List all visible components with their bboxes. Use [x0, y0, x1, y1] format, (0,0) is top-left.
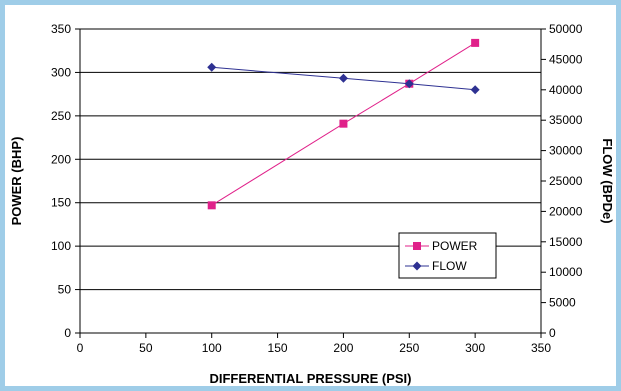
x-tick-label: 300 — [465, 341, 485, 355]
x-axis-title: DIFFERENTIAL PRESSURE (PSI) — [209, 371, 411, 386]
right-y-tick-label: 20000 — [549, 204, 583, 218]
legend: POWER FLOW — [398, 232, 497, 279]
right-y-tick-label: 30000 — [549, 144, 583, 158]
flow-point — [207, 62, 217, 72]
right-y-tick-label: 15000 — [549, 235, 583, 249]
right-y-tick-label: 0 — [549, 326, 556, 340]
power-point — [207, 201, 216, 210]
x-tick-label: 350 — [531, 341, 551, 355]
x-tick-label: 200 — [333, 341, 353, 355]
left-y-tick-label: 50 — [58, 283, 72, 297]
right-y-tick-label: 35000 — [549, 113, 583, 127]
power-point — [339, 119, 348, 128]
power-line — [211, 42, 476, 206]
left-y-axis-title: POWER (BHP) — [9, 137, 24, 226]
legend-label-power: POWER — [432, 239, 478, 253]
legend-box — [398, 232, 497, 279]
left-y-tick-label: 300 — [51, 65, 71, 79]
right-y-tick-label: 25000 — [549, 174, 583, 188]
x-tick-label: 100 — [202, 341, 222, 355]
flow-point — [338, 73, 348, 83]
left-y-tick-label: 100 — [51, 239, 71, 253]
left-y-tick-label: 0 — [64, 326, 71, 340]
right-y-tick-label: 5000 — [549, 296, 576, 310]
right-y-tick-label: 40000 — [549, 83, 583, 97]
tick-labels: 0 50 100 150 200 250 300 3500501001502002503003… — [51, 22, 583, 355]
x-tick-label: 250 — [399, 341, 419, 355]
right-y-tick-label: 50000 — [549, 22, 583, 36]
right-y-tick-label: 10000 — [549, 265, 583, 279]
power-point — [471, 38, 480, 47]
x-tick-label: 50 — [139, 341, 153, 355]
left-y-tick-label: 350 — [51, 22, 71, 36]
legend-label-flow: FLOW — [432, 259, 467, 273]
x-tick-label: 0 — [77, 341, 84, 355]
left-y-tick-label: 200 — [51, 152, 71, 166]
flow-point — [470, 85, 480, 95]
flow-line — [211, 66, 476, 91]
right-y-axis-title: FLOW (BPDe) — [600, 138, 615, 223]
left-y-tick-label: 250 — [51, 109, 71, 123]
flow-point — [404, 79, 414, 89]
series-layer — [207, 38, 480, 210]
axes — [75, 28, 546, 338]
legend-marker-power — [413, 242, 421, 250]
legend-marker-flow — [412, 261, 422, 271]
right-y-tick-label: 45000 — [549, 52, 583, 66]
x-tick-label: 150 — [268, 341, 288, 355]
left-y-tick-label: 150 — [51, 196, 71, 210]
